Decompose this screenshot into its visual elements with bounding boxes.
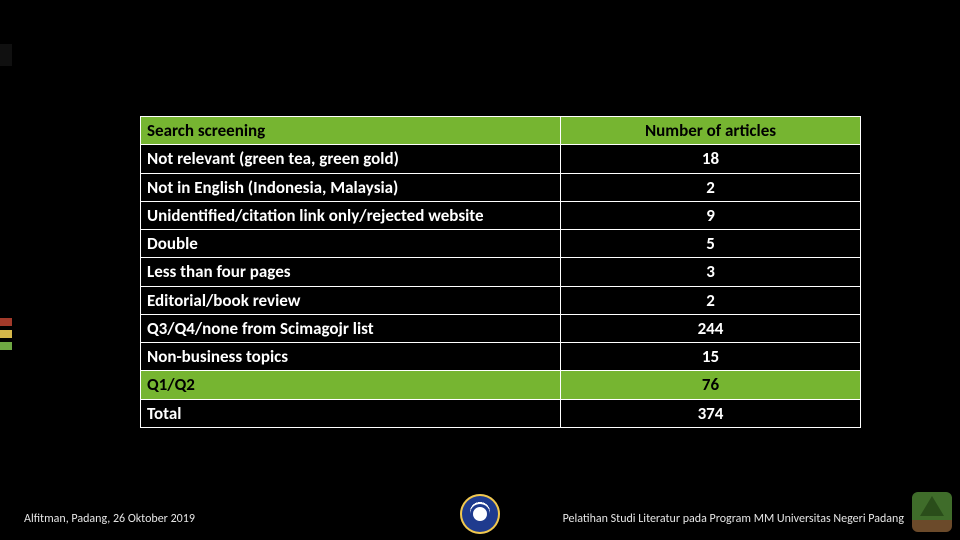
row-value: 15 — [561, 343, 861, 371]
table-body: Not relevant (green tea, green gold)18No… — [141, 145, 861, 428]
row-value: 2 — [561, 286, 861, 314]
table-row: Not relevant (green tea, green gold)18 — [141, 145, 861, 173]
row-label: Q3/Q4/none from Scimagojr list — [141, 314, 561, 342]
table-row: Q3/Q4/none from Scimagojr list244 — [141, 314, 861, 342]
row-value: 5 — [561, 230, 861, 258]
row-label: Double — [141, 230, 561, 258]
row-value: 244 — [561, 314, 861, 342]
table-header-row: Search screening Number of articles — [141, 117, 861, 145]
row-value: 374 — [561, 399, 861, 427]
row-value: 18 — [561, 145, 861, 173]
table-row: Less than four pages3 — [141, 258, 861, 286]
table-row: Q1/Q276 — [141, 371, 861, 399]
university-crest-icon — [460, 494, 500, 534]
table-row: Double5 — [141, 230, 861, 258]
col-header-screening: Search screening — [141, 117, 561, 145]
row-value: 9 — [561, 201, 861, 229]
row-label: Unidentified/citation link only/rejected… — [141, 201, 561, 229]
row-label: Editorial/book review — [141, 286, 561, 314]
row-label: Less than four pages — [141, 258, 561, 286]
footer-right-text: Pelatihan Studi Literatur pada Program M… — [563, 512, 904, 526]
row-value: 2 — [561, 173, 861, 201]
row-label: Q1/Q2 — [141, 371, 561, 399]
col-header-count: Number of articles — [561, 117, 861, 145]
row-value: 3 — [561, 258, 861, 286]
row-label: Non-business topics — [141, 343, 561, 371]
side-mark — [0, 342, 12, 350]
side-mark — [0, 318, 12, 326]
table-row: Non-business topics15 — [141, 343, 861, 371]
decorative-side-marks — [0, 0, 18, 540]
side-mark — [0, 44, 12, 66]
row-label: Total — [141, 399, 561, 427]
footer-left-text: Alfitman, Padang, 26 Oktober 2019 — [24, 512, 195, 526]
search-screening-table: Search screening Number of articles Not … — [140, 116, 861, 428]
table-row: Total374 — [141, 399, 861, 427]
table-row: Editorial/book review2 — [141, 286, 861, 314]
row-value: 76 — [561, 371, 861, 399]
side-mark — [0, 330, 12, 338]
tree-emblem-icon — [912, 492, 952, 532]
row-label: Not relevant (green tea, green gold) — [141, 145, 561, 173]
table-row: Unidentified/citation link only/rejected… — [141, 201, 861, 229]
table-row: Not in English (Indonesia, Malaysia)2 — [141, 173, 861, 201]
row-label: Not in English (Indonesia, Malaysia) — [141, 173, 561, 201]
